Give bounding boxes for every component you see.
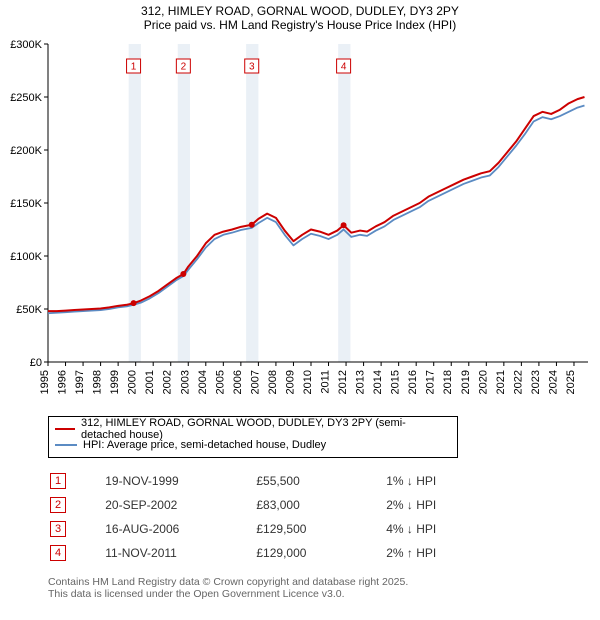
event-date: 11-NOV-2011	[105, 542, 254, 564]
svg-text:2016: 2016	[407, 370, 419, 394]
sale-event-row: 3 16-AUG-2006£129,5004% ↓ HPI	[50, 518, 546, 540]
event-marker-icon: 4	[50, 545, 66, 561]
svg-text:2004: 2004	[197, 370, 209, 394]
svg-text:2006: 2006	[232, 370, 244, 394]
event-marker-icon: 3	[50, 521, 66, 537]
svg-text:2014: 2014	[372, 370, 384, 394]
sale-event-row: 4 11-NOV-2011£129,0002% ↑ HPI	[50, 542, 546, 564]
event-date: 16-AUG-2006	[105, 518, 254, 540]
svg-text:2023: 2023	[530, 370, 542, 394]
chart-title-line1: 312, HIMLEY ROAD, GORNAL WOOD, DUDLEY, D…	[0, 0, 600, 18]
svg-text:£200K: £200K	[10, 145, 42, 157]
legend-label: 312, HIMLEY ROAD, GORNAL WOOD, DUDLEY, D…	[81, 417, 451, 441]
svg-text:2021: 2021	[495, 370, 507, 394]
event-hpi-diff: 4% ↓ HPI	[386, 518, 546, 540]
event-price: £129,500	[256, 518, 384, 540]
legend-item: 312, HIMLEY ROAD, GORNAL WOOD, DUDLEY, D…	[55, 421, 451, 437]
svg-text:2025: 2025	[565, 370, 577, 394]
svg-text:2018: 2018	[442, 370, 454, 394]
svg-text:£250K: £250K	[10, 92, 42, 104]
svg-text:1999: 1999	[109, 370, 121, 394]
legend: 312, HIMLEY ROAD, GORNAL WOOD, DUDLEY, D…	[48, 416, 458, 458]
footer-line1: Contains HM Land Registry data © Crown c…	[48, 576, 600, 588]
svg-text:1997: 1997	[74, 370, 86, 394]
footer-line2: This data is licensed under the Open Gov…	[48, 588, 600, 600]
sale-event-row: 2 20-SEP-2002£83,0002% ↓ HPI	[50, 494, 546, 516]
chart-title-line2: Price paid vs. HM Land Registry's House …	[0, 18, 600, 32]
svg-text:1995: 1995	[39, 370, 51, 394]
event-hpi-diff: 2% ↓ HPI	[386, 494, 546, 516]
event-price: £83,000	[256, 494, 384, 516]
svg-text:2019: 2019	[460, 370, 472, 394]
legend-label: HPI: Average price, semi-detached house,…	[83, 439, 326, 451]
svg-text:£100K: £100K	[10, 251, 42, 263]
event-price: £129,000	[256, 542, 384, 564]
svg-text:2024: 2024	[547, 370, 559, 394]
svg-text:4: 4	[341, 62, 347, 73]
sale-event-row: 1 19-NOV-1999£55,5001% ↓ HPI	[50, 470, 546, 492]
svg-text:3: 3	[249, 62, 255, 73]
line-chart-svg: £0 £50K £100K £150K £200K £250K £300K 1995 1996 1…	[0, 32, 600, 412]
event-marker-icon: 2	[50, 497, 66, 513]
svg-text:2017: 2017	[425, 370, 437, 394]
svg-text:2005: 2005	[214, 370, 226, 394]
svg-text:2010: 2010	[302, 370, 314, 394]
svg-text:2022: 2022	[512, 370, 524, 394]
svg-text:1996: 1996	[57, 370, 69, 394]
svg-text:£0: £0	[30, 357, 42, 369]
svg-text:2011: 2011	[320, 370, 332, 394]
event-hpi-diff: 2% ↑ HPI	[386, 542, 546, 564]
svg-text:£300K: £300K	[10, 39, 42, 51]
svg-text:2008: 2008	[267, 370, 279, 394]
svg-text:2013: 2013	[355, 370, 367, 394]
event-marker-icon: 1	[50, 473, 66, 489]
legend-swatch	[55, 428, 75, 431]
svg-text:2001: 2001	[144, 370, 156, 394]
svg-text:2015: 2015	[390, 370, 402, 394]
event-hpi-diff: 1% ↓ HPI	[386, 470, 546, 492]
svg-text:2002: 2002	[162, 370, 174, 394]
svg-text:£50K: £50K	[16, 304, 42, 316]
svg-text:2003: 2003	[179, 370, 191, 394]
chart-area: £0 £50K £100K £150K £200K £250K £300K 1995 1996 1…	[0, 32, 600, 412]
footer-attribution: Contains HM Land Registry data © Crown c…	[48, 576, 600, 600]
event-date: 19-NOV-1999	[105, 470, 254, 492]
event-price: £55,500	[256, 470, 384, 492]
legend-swatch	[55, 444, 77, 446]
event-date: 20-SEP-2002	[105, 494, 254, 516]
svg-text:2007: 2007	[249, 370, 261, 394]
svg-text:1: 1	[131, 62, 137, 73]
svg-text:2012: 2012	[337, 370, 349, 394]
svg-text:1998: 1998	[92, 370, 104, 394]
svg-text:£150K: £150K	[10, 198, 42, 210]
sale-events-table: 119-NOV-1999£55,5001% ↓ HPI220-SEP-2002£…	[48, 468, 548, 566]
svg-text:2020: 2020	[477, 370, 489, 394]
svg-text:2: 2	[181, 62, 187, 73]
svg-text:2000: 2000	[127, 370, 139, 394]
svg-text:2009: 2009	[284, 370, 296, 394]
